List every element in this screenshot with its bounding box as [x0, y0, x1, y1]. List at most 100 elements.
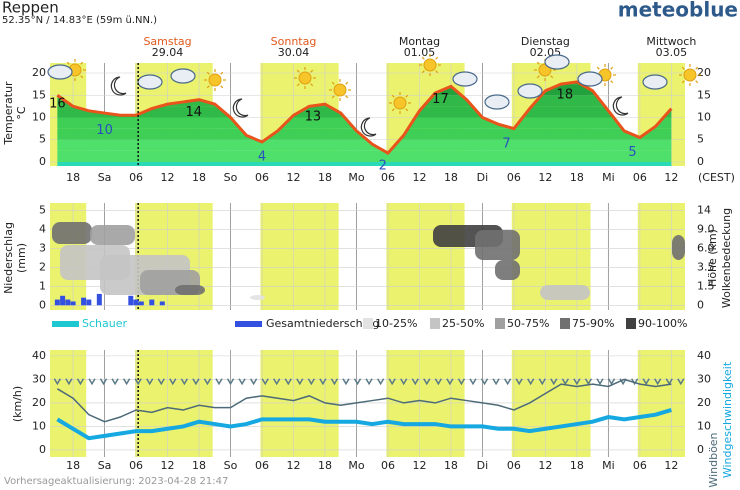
- wind-arrow: [330, 378, 339, 386]
- y2-tick-label: 20: [697, 396, 711, 409]
- cloud-cover: [250, 295, 265, 300]
- daylight-band: [135, 350, 213, 457]
- day-date: 01.05: [404, 46, 436, 59]
- day-date: 29.04: [152, 46, 184, 59]
- wind-arrow: [111, 378, 119, 386]
- wind-arrow: [480, 378, 489, 386]
- legend-label: Windböen: [707, 432, 720, 487]
- sun-ray: [220, 85, 224, 89]
- y-axis-label: Niederschlag: [2, 222, 15, 294]
- sun-ray: [405, 108, 409, 112]
- precip-bar: [81, 297, 87, 306]
- wind-arrow: [273, 378, 281, 386]
- wind-line: [56, 408, 672, 441]
- wind-arrow: [376, 378, 385, 386]
- cloud-icon: [137, 74, 163, 90]
- x-tick-label: 06: [255, 459, 269, 472]
- temperature-extreme: 2: [379, 159, 387, 174]
- legend-label: 25-50%: [442, 317, 484, 330]
- x-tick-label: 06: [255, 171, 269, 184]
- wind-arrow: [88, 378, 96, 386]
- x-tick-label: So: [224, 171, 238, 184]
- y-tick-label: 1: [39, 279, 46, 292]
- temp-stripe: [57, 161, 672, 166]
- moon-icon: [232, 98, 249, 118]
- location-title: Reppen: [2, 0, 59, 17]
- x-tick-label: 18: [318, 459, 332, 472]
- x-tick-label: Di: [477, 171, 489, 184]
- x-tick-label: Di: [477, 459, 489, 472]
- x-tick-label: 06: [507, 171, 521, 184]
- y2-tick-label: 5: [697, 133, 704, 146]
- y2-tick-label: 20: [697, 66, 711, 79]
- timezone-label: (CEST): [698, 171, 735, 184]
- daylight-band: [637, 350, 685, 457]
- legend-swatch: [235, 321, 262, 327]
- temperature-extreme: 18: [557, 87, 574, 102]
- day-date: 03.05: [656, 46, 688, 59]
- sun-ray: [681, 80, 685, 84]
- y2-tick-label: 0: [697, 443, 704, 456]
- sun-ray: [391, 94, 395, 98]
- y2-tick-label: 15: [697, 88, 711, 101]
- wind-arrow: [469, 378, 477, 386]
- sun-ray: [405, 94, 409, 98]
- y2-tick-label: 10: [697, 111, 711, 124]
- temperature-extreme: 7: [502, 136, 510, 151]
- legend-label: Schauer: [82, 317, 127, 330]
- cloud-cover: [475, 230, 520, 260]
- cloud-cover: [495, 260, 520, 280]
- legend-swatch: [430, 318, 440, 329]
- temp-stripe: [57, 139, 672, 151]
- cloud-icon: [47, 64, 73, 80]
- x-tick-label: Mi: [602, 171, 615, 184]
- daylight-band: [386, 350, 465, 457]
- y-axis-label: (km/h): [11, 386, 24, 422]
- sun-ray: [331, 81, 335, 85]
- wind-arrow: [215, 378, 223, 386]
- sun-ray: [310, 69, 314, 73]
- x-tick-label: 18: [192, 459, 206, 472]
- y-tick-label: 4: [39, 223, 46, 236]
- daylight-band: [50, 350, 87, 457]
- temperature-extreme: 5: [628, 145, 636, 160]
- temperature-extreme: 17: [432, 92, 449, 107]
- legend-swatch: [52, 321, 79, 327]
- y-tick-label: 10: [32, 419, 46, 432]
- x-tick-label: 06: [381, 171, 395, 184]
- x-tick-label: So: [224, 459, 238, 472]
- sun-ray: [596, 66, 600, 70]
- legend-label: 50-75%: [507, 317, 549, 330]
- moon-icon: [360, 117, 377, 137]
- precip-bar: [54, 299, 60, 306]
- wind-arrow: [446, 378, 454, 386]
- x-tick-label: 06: [633, 459, 647, 472]
- wind-arrow: [249, 378, 258, 386]
- x-tick-label: 12: [287, 459, 301, 472]
- sun-icon: [683, 68, 697, 82]
- wind-arrow: [365, 378, 373, 386]
- cloud-icon: [452, 71, 478, 87]
- y-axis-label: Temperatur: [2, 81, 15, 146]
- wind-arrow: [122, 378, 131, 386]
- precip-bar: [96, 293, 102, 306]
- y-tick-label: 20: [32, 66, 46, 79]
- sun-ray: [421, 70, 425, 74]
- wind-arrow: [180, 378, 188, 386]
- moon-icon: [612, 96, 629, 116]
- legend-label: 75-90%: [572, 317, 614, 330]
- x-tick-label: 12: [161, 459, 175, 472]
- precip-bar: [65, 299, 71, 306]
- x-tick-label: 18: [570, 171, 584, 184]
- cloud-icon: [544, 54, 570, 70]
- y-tick-label: 0: [39, 155, 46, 168]
- sun-ray: [66, 61, 70, 65]
- y-tick-label: 30: [32, 372, 46, 385]
- sun-icon: [298, 71, 312, 85]
- x-tick-label: 06: [507, 459, 521, 472]
- daylight-band: [260, 203, 339, 310]
- wind-arrow: [284, 378, 292, 386]
- temperature-extreme: 13: [305, 110, 322, 125]
- sun-ray: [220, 71, 224, 75]
- temperature-extreme: 4: [258, 150, 266, 165]
